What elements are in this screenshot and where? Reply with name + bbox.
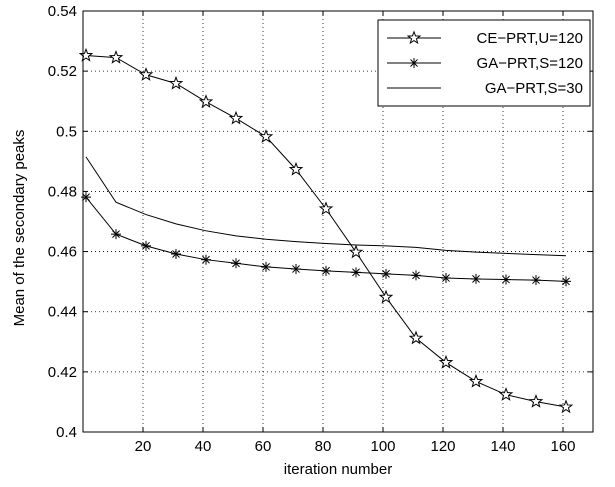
x-tick-label: 40	[195, 438, 212, 455]
data-point	[558, 399, 574, 414]
asterisk-stroke	[112, 230, 120, 239]
y-tick-label: 0.4	[56, 424, 77, 441]
plot-frame	[82, 10, 594, 433]
data-point	[411, 270, 421, 281]
asterisk-stroke	[292, 265, 300, 273]
x-tick-label: 80	[315, 438, 332, 455]
series-line	[85, 55, 567, 408]
data-point	[438, 354, 454, 369]
data-point	[348, 244, 364, 259]
legend-marker	[409, 58, 419, 68]
y-tick-label: 0.54	[48, 3, 77, 20]
y-tick-label: 0.52	[48, 63, 77, 80]
x-axis-label: iteration number	[284, 461, 392, 478]
data-point	[441, 273, 451, 284]
asterisk-stroke	[532, 276, 540, 285]
data-point	[468, 373, 484, 388]
asterisk-stroke	[172, 250, 180, 258]
legend-item: GA−PRT,S=120	[387, 55, 583, 72]
legend-item: CE−PRT,U=120	[387, 30, 583, 47]
x-tick-label: 20	[135, 438, 152, 455]
data-point	[108, 49, 124, 64]
data-point	[351, 267, 361, 278]
data-point	[561, 276, 571, 287]
x-tick-label: 60	[255, 438, 272, 455]
legend-label: GA−PRT,S=120	[477, 55, 583, 72]
asterisk-stroke	[442, 274, 450, 282]
data-point	[198, 94, 214, 108]
y-tick-label: 0.42	[48, 364, 77, 381]
asterisk-stroke	[382, 269, 390, 278]
data-point	[528, 394, 544, 408]
x-tick-label: 160	[550, 438, 575, 455]
data-point	[171, 248, 181, 259]
data-point	[408, 330, 424, 345]
asterisk-stroke	[562, 277, 570, 286]
y-tick-label: 0.5	[56, 123, 77, 140]
data-point	[291, 264, 301, 275]
data-point	[78, 47, 94, 62]
legend-label: GA−PRT,S=30	[485, 80, 583, 97]
data-point	[231, 258, 241, 269]
asterisk-stroke	[232, 259, 240, 268]
legend: CE−PRT,U=120 GA−PRT,S=120 GA−PRT,S=30	[377, 19, 591, 107]
series-3	[85, 156, 567, 257]
data-point	[141, 240, 151, 251]
data-point	[498, 387, 514, 401]
data-point	[318, 201, 334, 216]
y-axis-label: Mean of the secondary peaks	[11, 130, 28, 327]
x-tick-label: 100	[370, 438, 395, 455]
data-point	[111, 229, 121, 240]
data-point	[378, 289, 394, 304]
y-tick-label: 0.46	[48, 244, 77, 261]
data-point	[321, 265, 331, 276]
series-1	[78, 47, 574, 414]
asterisk-stroke	[142, 241, 150, 250]
x-tick-label: 120	[430, 438, 455, 455]
y-tick-label: 0.48	[48, 183, 77, 200]
data-point	[261, 261, 271, 272]
plot-series	[78, 47, 574, 414]
data-point	[258, 129, 274, 143]
x-tick-label: 140	[490, 438, 515, 455]
y-tick-label: 0.44	[48, 304, 77, 321]
asterisk-stroke	[322, 266, 330, 275]
data-point	[288, 161, 304, 176]
asterisk-stroke	[410, 59, 418, 67]
asterisk-stroke	[82, 193, 90, 202]
asterisk-stroke	[502, 275, 510, 284]
data-point	[471, 273, 481, 284]
data-point	[531, 275, 541, 286]
legend-label: CE−PRT,U=120	[477, 30, 583, 47]
series-2	[81, 192, 571, 287]
data-point	[201, 254, 211, 265]
asterisk-stroke	[202, 255, 210, 264]
axes: 20 40 60 80 100 120 140 160 0.4 0.42 0.44 0.46 0.48 0…	[48, 3, 594, 455]
data-point	[138, 67, 154, 81]
series-line	[85, 156, 567, 257]
legend-marker	[406, 30, 422, 45]
asterisk-stroke	[262, 263, 270, 271]
data-point	[381, 268, 391, 279]
asterisk-stroke	[412, 271, 420, 280]
asterisk-stroke	[472, 275, 480, 283]
data-point	[228, 110, 244, 125]
legend-item: GA−PRT,S=30	[387, 80, 583, 97]
data-point	[501, 274, 511, 285]
asterisk-stroke	[352, 268, 360, 277]
data-point	[168, 75, 184, 90]
